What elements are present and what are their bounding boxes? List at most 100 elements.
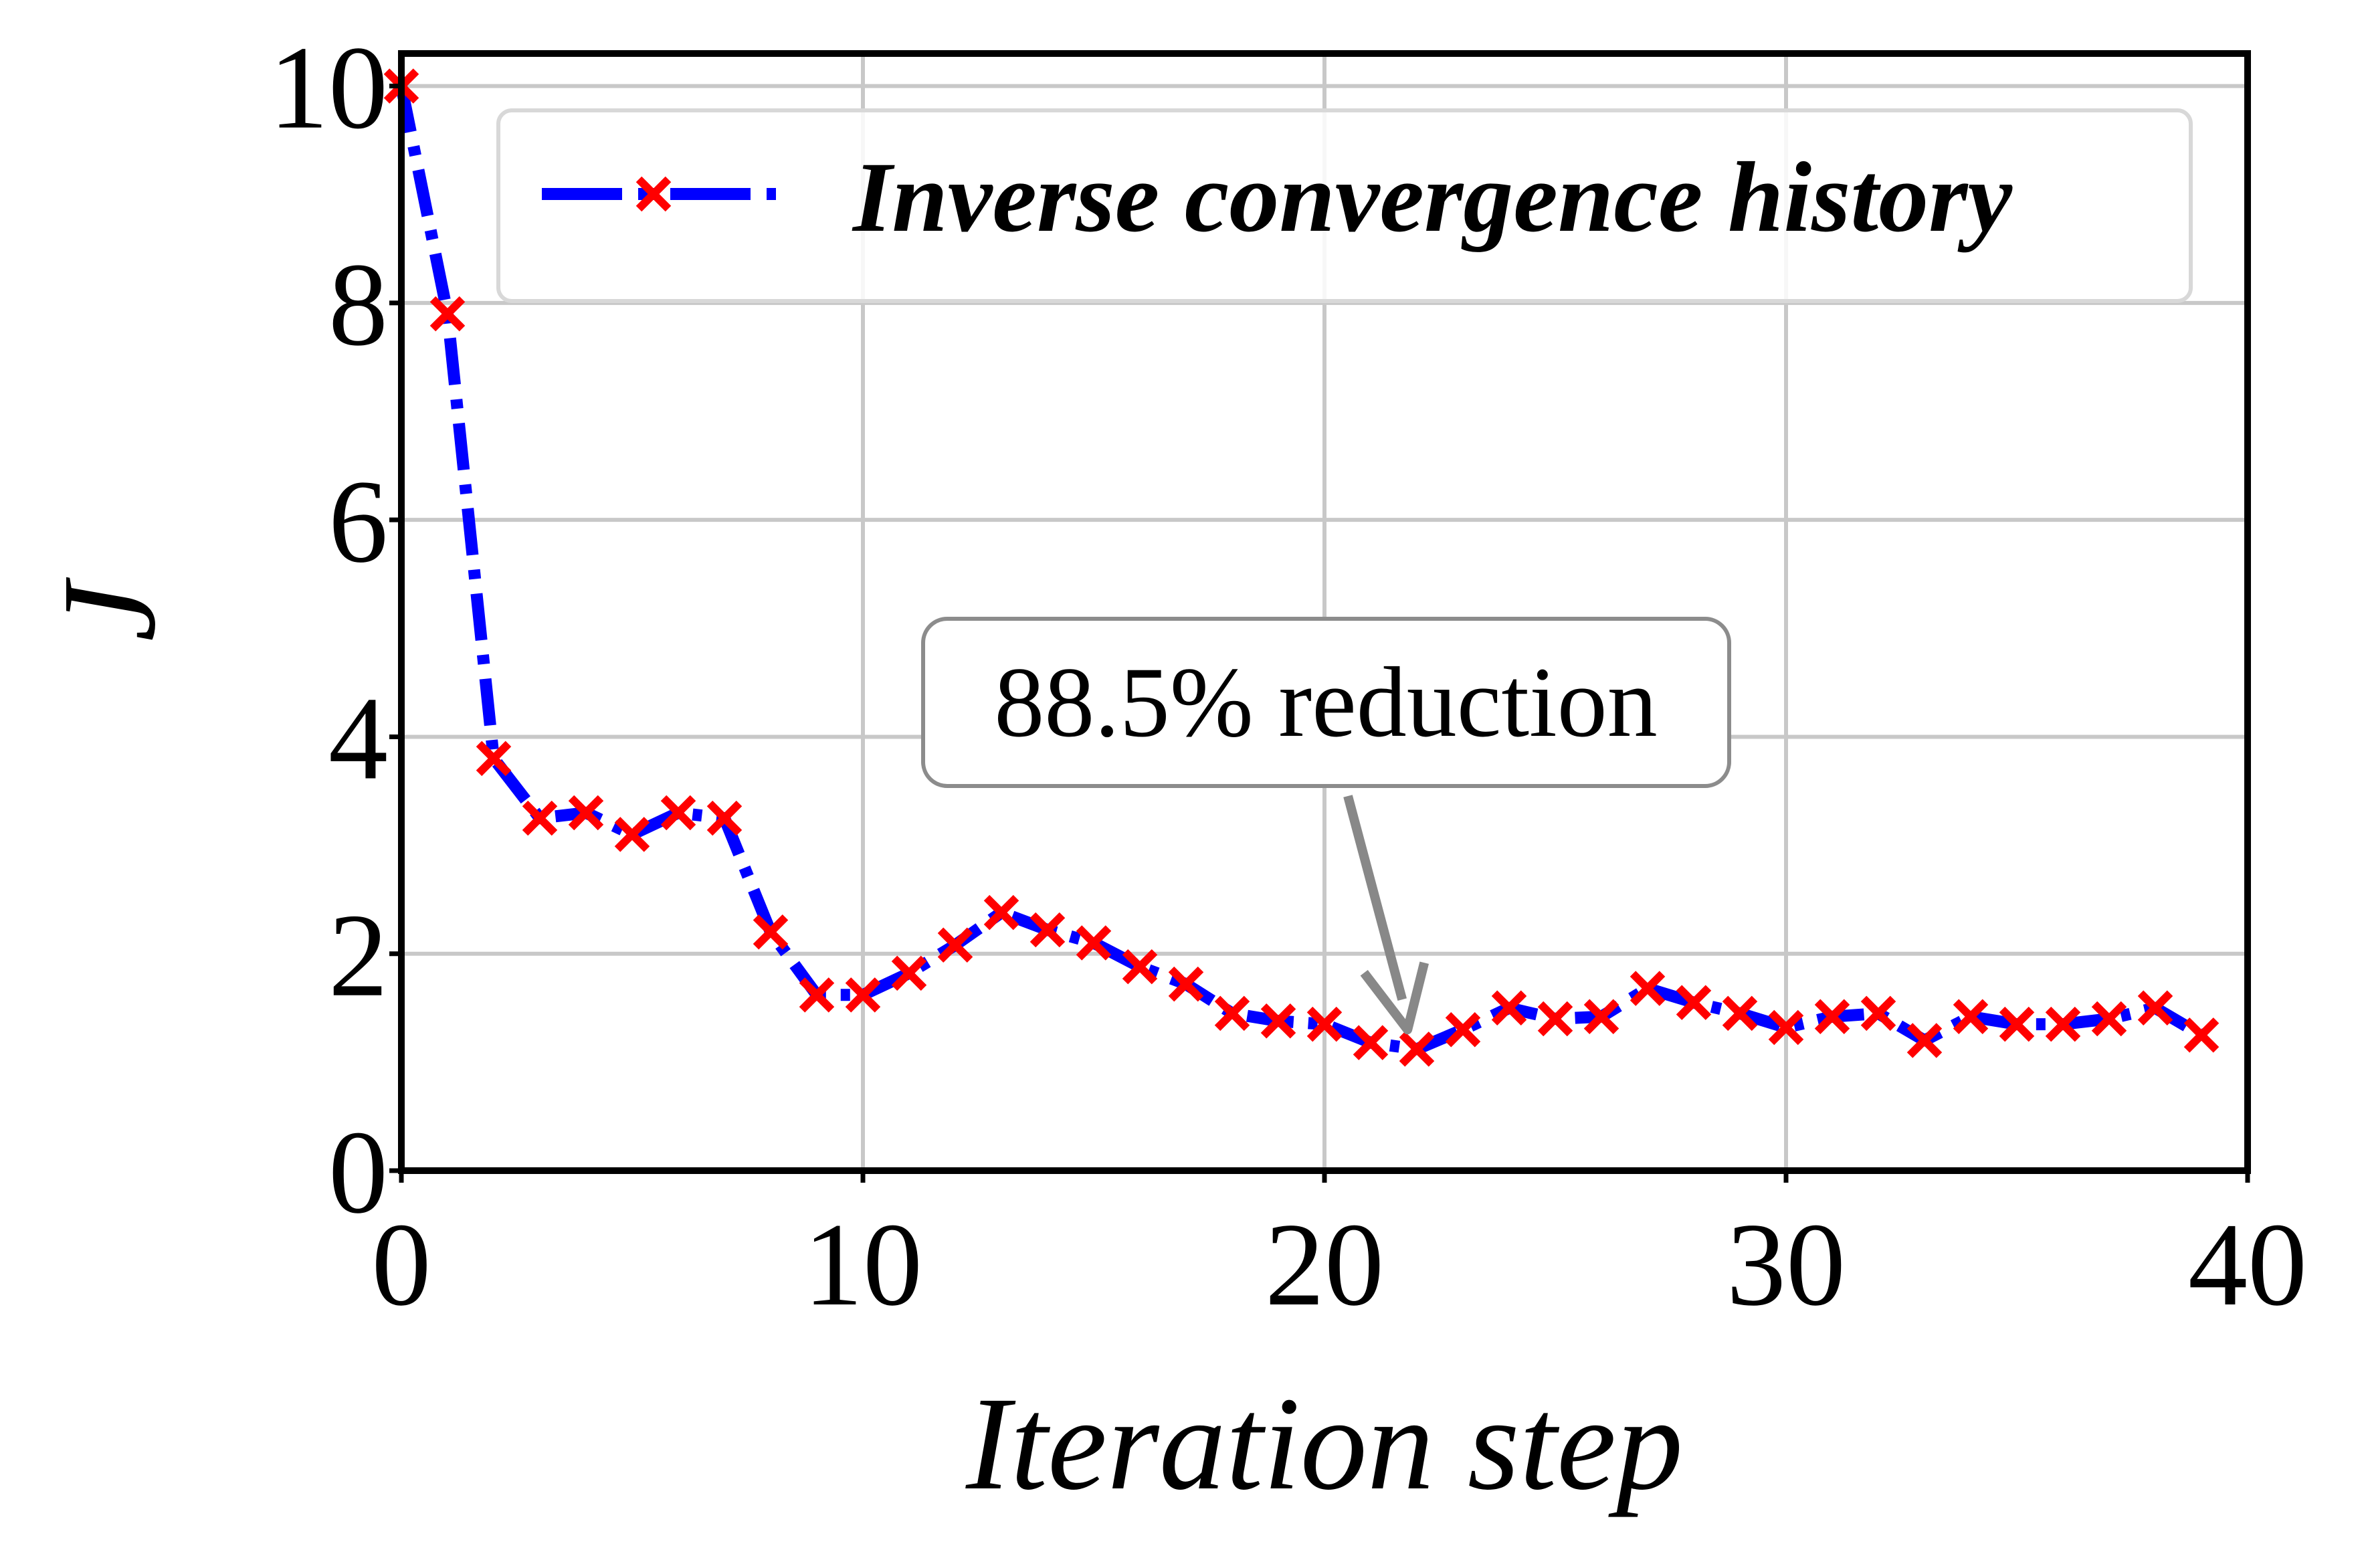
marker-stroke xyxy=(799,977,835,1013)
marker-stroke xyxy=(429,296,466,332)
marker-stroke xyxy=(1999,1006,2035,1042)
data-point-marker xyxy=(1583,999,1619,1035)
series-line xyxy=(395,84,2205,1056)
marker-stroke xyxy=(2091,1001,2127,1037)
x-tick-label: 10 xyxy=(803,1198,922,1331)
data-point-marker xyxy=(2045,1006,2081,1042)
marker-stroke xyxy=(1353,1025,1389,1060)
marker-stroke xyxy=(1029,912,1066,948)
legend-marker-sample xyxy=(635,176,672,212)
data-point-marker xyxy=(429,296,466,332)
y-tick-label: 0 xyxy=(328,1106,388,1238)
data-point-marker xyxy=(476,741,512,777)
legend-label: Inverse convergence history xyxy=(852,142,2013,253)
marker-stroke xyxy=(983,894,1019,930)
marker-stroke xyxy=(1630,971,1666,1006)
annotation-box xyxy=(921,617,1731,788)
x-tick-label: 0 xyxy=(372,1198,431,1331)
y-tick-label: 4 xyxy=(328,672,388,804)
marker-stroke xyxy=(1491,990,1527,1026)
data-point-marker xyxy=(1999,1006,2035,1042)
data-point-marker xyxy=(1722,995,1758,1032)
marker-stroke xyxy=(1399,1032,1435,1067)
data-point-marker xyxy=(799,977,835,1013)
data-point-marker xyxy=(1168,966,1204,1002)
marker-stroke xyxy=(635,176,672,212)
marker-stroke xyxy=(891,955,927,991)
annotation-arrowhead xyxy=(1360,961,1429,1035)
data-point-marker xyxy=(1214,995,1250,1032)
y-tick-label: 6 xyxy=(328,455,388,587)
x-tick-label: 30 xyxy=(1727,1198,1846,1331)
y-tick-label: 10 xyxy=(269,21,388,154)
data-point-marker xyxy=(1676,985,1712,1020)
y-axis-title: J xyxy=(35,577,183,642)
data-point-marker xyxy=(1029,912,1066,948)
marker-stroke xyxy=(937,927,973,963)
annotation-arrow xyxy=(1343,795,1407,1001)
marker-stroke xyxy=(2045,1006,2081,1042)
marker-stroke xyxy=(1860,995,1896,1032)
data-point-marker xyxy=(1860,995,1896,1032)
marker-stroke xyxy=(614,817,650,852)
y-tick-label: 8 xyxy=(328,238,388,371)
data-point-marker xyxy=(1399,1032,1435,1067)
legend: Inverse convergence history xyxy=(496,108,2193,303)
marker-stroke xyxy=(476,741,512,777)
marker-stroke xyxy=(1260,1003,1296,1039)
marker-stroke xyxy=(1445,1011,1481,1048)
marker-stroke xyxy=(1676,985,1712,1020)
x-tick-label: 20 xyxy=(1265,1198,1384,1331)
data-point-marker xyxy=(706,800,743,836)
data-point-marker xyxy=(1076,925,1112,961)
marker-stroke xyxy=(1814,999,1850,1035)
marker-stroke xyxy=(1076,925,1112,961)
data-point-marker xyxy=(1953,999,1989,1035)
marker-stroke xyxy=(660,795,696,831)
data-point-marker xyxy=(568,795,604,831)
marker-stroke xyxy=(2137,990,2173,1026)
legend-box xyxy=(496,108,2193,303)
marker-stroke xyxy=(845,977,881,1013)
data-point-marker xyxy=(1491,990,1527,1026)
data-point-marker xyxy=(1814,999,1850,1035)
marker-stroke xyxy=(1168,966,1204,1002)
marker-stroke xyxy=(753,914,789,950)
data-point-marker xyxy=(1122,949,1158,985)
data-point-marker xyxy=(2091,1001,2127,1037)
data-point-marker xyxy=(891,955,927,991)
marker-stroke xyxy=(1722,995,1758,1032)
marker-stroke xyxy=(568,795,604,831)
annotation-text: 88.5% reduction xyxy=(994,647,1657,758)
data-point-marker xyxy=(660,795,696,831)
data-point-marker xyxy=(2137,990,2173,1026)
data-point-marker xyxy=(1260,1003,1296,1039)
series-layer xyxy=(383,68,2220,1067)
data-point-marker xyxy=(1768,1009,1804,1046)
x-tick-label: 40 xyxy=(2188,1198,2307,1331)
data-point-marker xyxy=(1537,1001,1573,1037)
marker-stroke xyxy=(1768,1009,1804,1046)
data-point-marker xyxy=(1445,1011,1481,1048)
marker-stroke xyxy=(1122,949,1158,985)
marker-stroke xyxy=(1583,999,1619,1035)
marker-stroke xyxy=(1953,999,1989,1035)
data-point-marker xyxy=(522,800,558,836)
data-point-marker xyxy=(1306,1006,1343,1042)
marker-stroke xyxy=(2183,1017,2220,1053)
axes: 0 10 20 30 40 0 2 4 6 8 10 Iteration step J xyxy=(35,21,2307,1518)
data-point-marker xyxy=(2183,1017,2220,1053)
data-point-marker xyxy=(983,894,1019,930)
data-point-marker xyxy=(614,817,650,852)
data-point-marker xyxy=(937,927,973,963)
y-tick-label: 2 xyxy=(328,889,388,1021)
x-axis-title: Iteration step xyxy=(965,1370,1683,1518)
data-point-marker xyxy=(1630,971,1666,1006)
data-point-marker xyxy=(845,977,881,1013)
data-point-marker xyxy=(1353,1025,1389,1060)
marker-stroke xyxy=(1214,995,1250,1032)
marker-stroke xyxy=(706,800,743,836)
annotation-layer: 88.5% reduction xyxy=(921,617,1731,1035)
